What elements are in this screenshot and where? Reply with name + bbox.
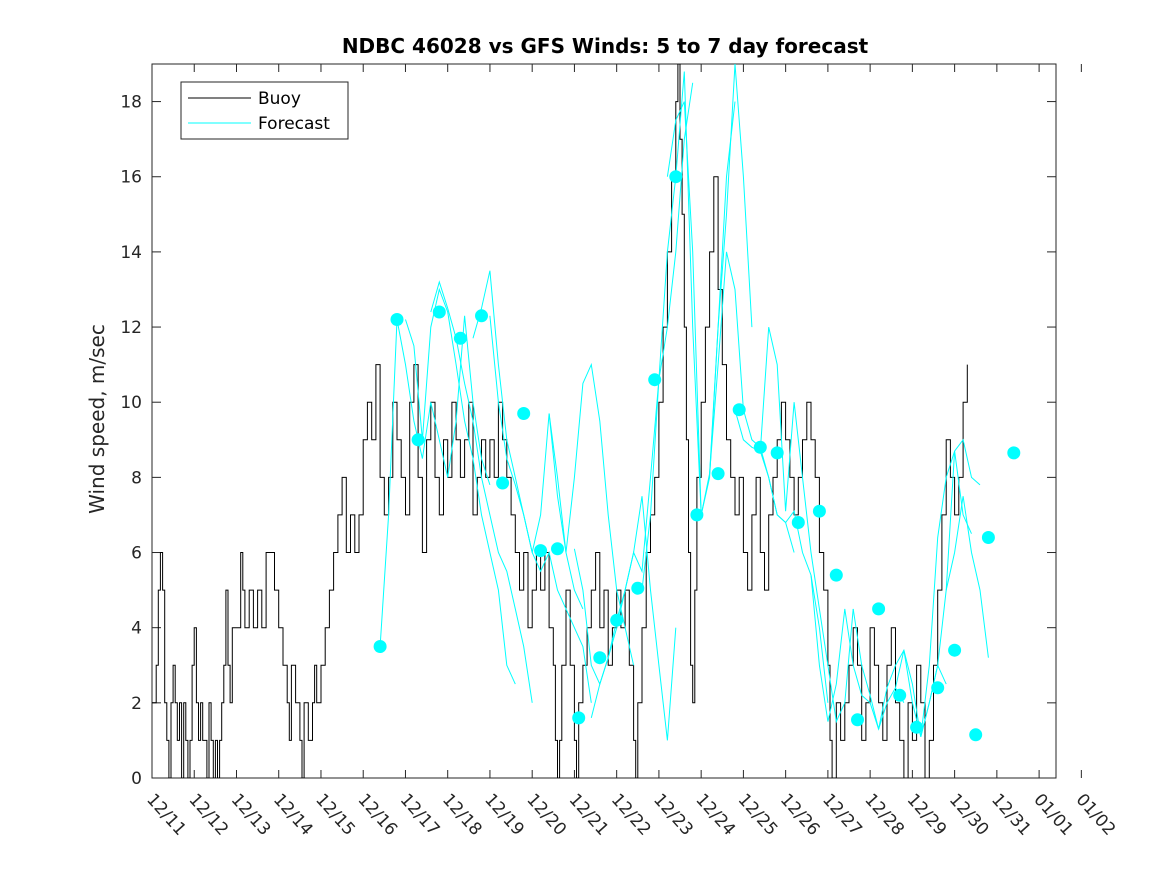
x-tick-label: 12/18 [438, 790, 486, 840]
forecast-marker [732, 403, 746, 417]
y-tick-label: 4 [131, 619, 142, 639]
forecast-run-line [590, 82, 694, 719]
forecast-markers [373, 170, 1021, 742]
x-tick-label: 01/02 [1072, 790, 1120, 840]
forecast-marker [593, 651, 607, 665]
x-tick-label: 12/23 [649, 790, 697, 840]
forecast-marker [910, 720, 924, 734]
forecast-marker [631, 581, 645, 595]
x-tick-label: 12/11 [142, 790, 190, 840]
forecast-marker [572, 711, 586, 725]
forecast-marker [851, 713, 864, 727]
x-tick-label: 12/20 [522, 790, 570, 840]
forecast-marker [373, 640, 387, 653]
forecast-marker [475, 309, 488, 323]
forecast-run-line [430, 280, 533, 703]
forecast-marker [812, 504, 826, 518]
x-tick-label: 12/24 [691, 790, 739, 840]
y-tick-label: 14 [120, 243, 142, 263]
forecast-run-line [489, 315, 592, 703]
forecast-marker [432, 305, 446, 319]
axis-ticks [151, 64, 1082, 779]
legend-buoy-label: Buoy [258, 89, 301, 109]
y-tick-label: 10 [120, 393, 142, 413]
forecast-series [379, 64, 989, 741]
x-tick-label: 12/30 [945, 790, 993, 840]
forecast-marker [872, 602, 886, 616]
x-tick-label: 12/15 [311, 790, 359, 840]
y-axis-label: Wind speed, m/sec [85, 324, 109, 514]
forecast-marker [791, 516, 805, 529]
forecast-run-line [379, 315, 491, 647]
x-tick-label: 12/31 [987, 790, 1035, 840]
y-tick-label: 0 [131, 769, 142, 789]
x-tick-label: 12/13 [227, 790, 275, 840]
forecast-marker [1007, 446, 1021, 460]
forecast-run-line [920, 438, 981, 737]
forecast-marker [829, 568, 843, 582]
plot-area [151, 63, 1082, 779]
forecast-run-line [945, 496, 989, 658]
legend-forecast-label: Forecast [258, 114, 330, 134]
x-tick-label: 12/16 [353, 790, 401, 840]
forecast-marker [711, 467, 725, 481]
forecast-run-line [895, 450, 972, 737]
forecast-marker [534, 544, 548, 558]
forecast-marker [610, 613, 624, 627]
forecast-run-line [405, 287, 516, 685]
chart-title: NDBC 46028 vs GFS Winds: 5 to 7 day fore… [342, 34, 869, 58]
forecast-marker [690, 508, 704, 522]
forecast-marker [969, 728, 983, 742]
x-tick-label: 12/17 [396, 790, 444, 840]
legend: Buoy Forecast [180, 81, 349, 140]
x-tick-label: 12/21 [565, 790, 613, 840]
x-tick-label: 12/19 [480, 790, 528, 840]
x-tick-label: 01/01 [1029, 790, 1077, 840]
forecast-marker [517, 407, 531, 420]
forecast-marker [411, 433, 425, 447]
forecast-marker [551, 542, 564, 556]
x-tick-label: 12/25 [734, 790, 782, 840]
forecast-run-line [548, 362, 635, 666]
forecast-marker [496, 476, 510, 490]
y-tick-label: 6 [131, 544, 142, 564]
forecast-marker [453, 331, 467, 345]
x-tick-label: 12/22 [607, 790, 655, 840]
forecast-marker [390, 313, 404, 326]
x-tick-label: 12/26 [776, 790, 824, 840]
x-tick-label: 12/12 [185, 790, 233, 840]
y-tick-label: 16 [120, 168, 142, 188]
forecast-marker [948, 643, 962, 657]
forecast-marker [770, 446, 784, 460]
forecast-marker [931, 681, 945, 695]
forecast-marker [648, 373, 662, 387]
y-tick-label: 8 [131, 468, 142, 488]
forecast-marker [893, 688, 907, 702]
x-tick-label: 12/27 [818, 790, 866, 840]
forecast-run-line [810, 575, 905, 731]
forecast-run-line [759, 326, 854, 724]
x-tick-labels: 12/1112/1212/1312/1412/1512/1612/1712/18… [142, 790, 1119, 840]
forecast-run-line [734, 409, 829, 703]
x-tick-label: 12/29 [903, 790, 951, 840]
forecast-marker [669, 170, 683, 184]
y-tick-label: 2 [131, 694, 142, 714]
y-tick-label: 12 [120, 318, 142, 338]
forecast-marker [981, 531, 995, 544]
x-tick-label: 12/14 [269, 790, 317, 840]
forecast-marker [753, 440, 767, 454]
legend-box [180, 81, 349, 140]
x-tick-label: 12/28 [860, 790, 908, 840]
y-tick-labels: 0 2 4 6 8 10 12 14 16 18 [120, 93, 142, 789]
y-tick-label: 18 [120, 93, 142, 113]
